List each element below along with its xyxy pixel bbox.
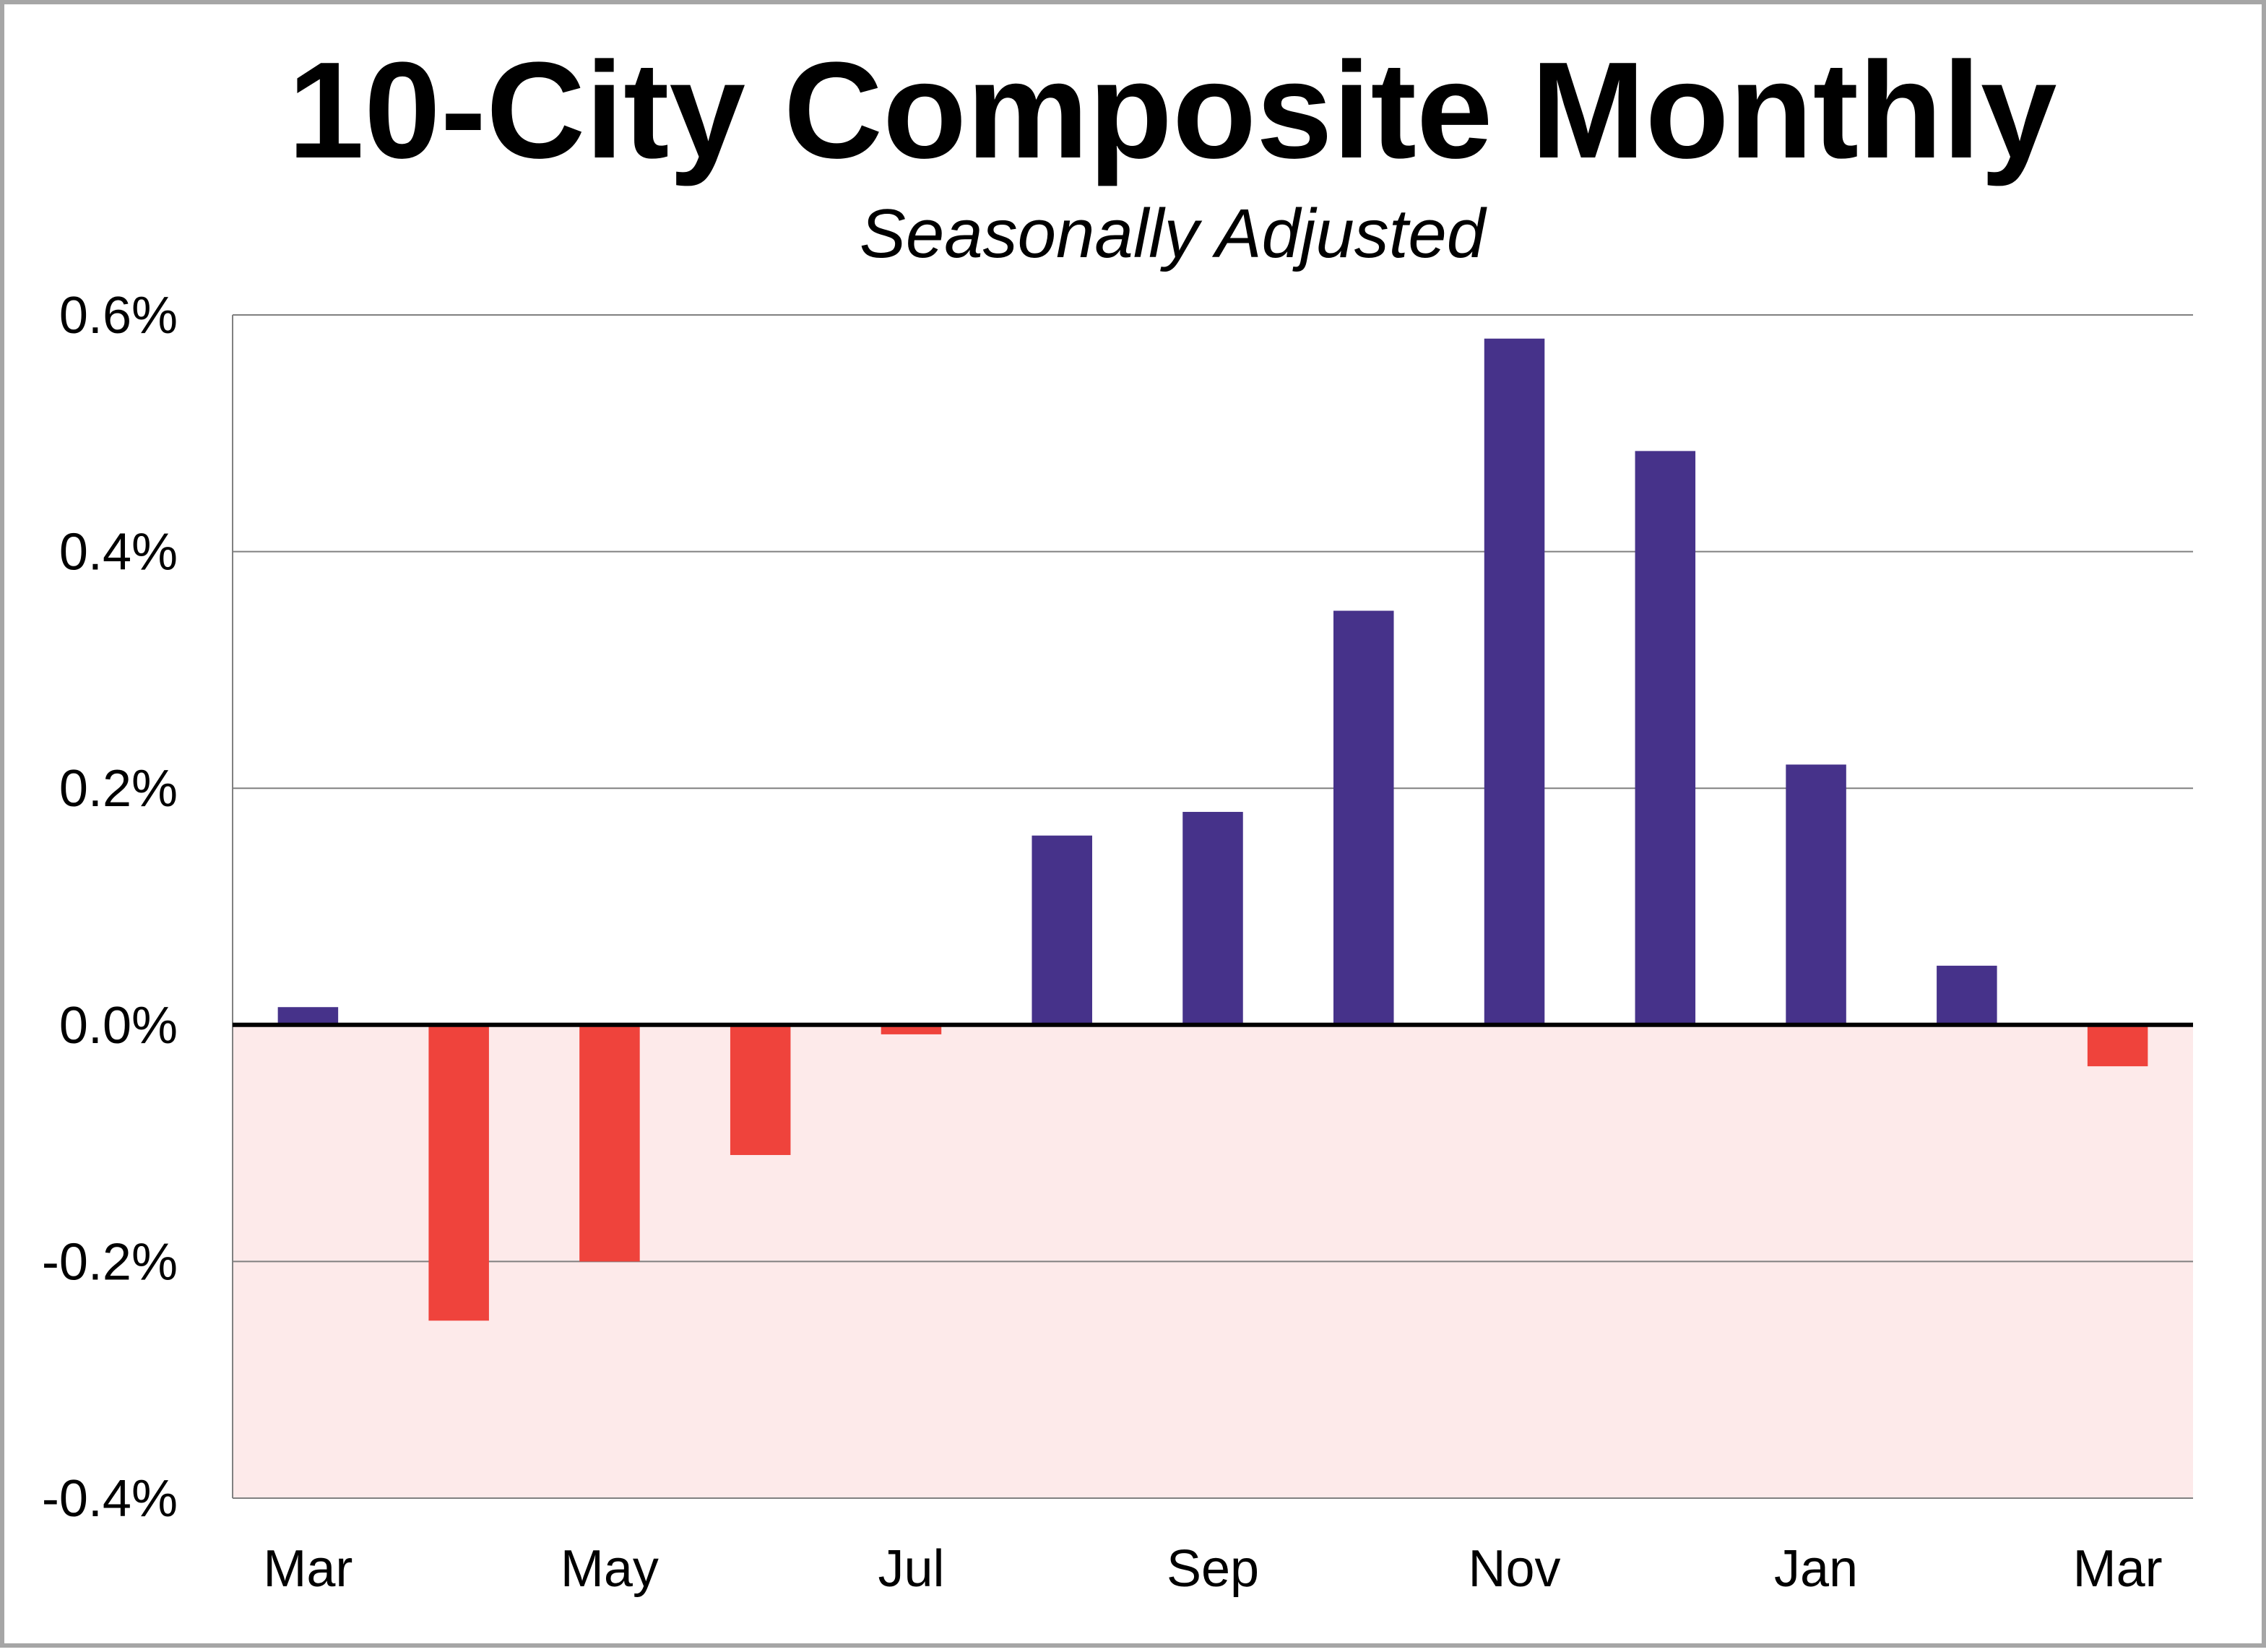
y-tick-label: 0.4% — [59, 524, 178, 581]
bar-7 — [1182, 811, 1243, 1025]
chart-canvas: 10-City Composite Monthly Seasonally Adj… — [42, 34, 2193, 1598]
y-tick-label: 0.6% — [59, 287, 178, 345]
x-tick-label: Jul — [878, 1540, 944, 1598]
bar-2 — [428, 1024, 489, 1321]
bar-1 — [277, 1007, 339, 1025]
bar-11 — [1786, 764, 1846, 1025]
bar-13 — [2087, 1024, 2148, 1067]
y-tick-label: -0.2% — [42, 1233, 178, 1291]
bar-6 — [1032, 835, 1092, 1025]
y-tick-label: 0.2% — [59, 760, 178, 818]
chart-title: 10-City Composite Monthly — [287, 34, 2057, 187]
bar-3 — [579, 1024, 640, 1262]
bar-5 — [881, 1024, 942, 1034]
chart-subtitle: Seasonally Adjusted — [860, 195, 1487, 272]
x-tick-label: Mar — [2073, 1540, 2163, 1598]
x-tick-label: Nov — [1469, 1540, 1561, 1598]
bar-9 — [1484, 338, 1545, 1025]
y-tick-label: 0.0% — [59, 997, 178, 1055]
y-tick-label: -0.4% — [42, 1470, 178, 1528]
x-tick-label: Mar — [263, 1540, 353, 1598]
bar-10 — [1635, 451, 1696, 1025]
bar-12 — [1937, 965, 1997, 1025]
plot-area: 0.6% 0.4% 0.2% 0.0% -0.2% -0.4% Mar May Jul Sep No… — [42, 287, 2193, 1598]
x-tick-label: Sep — [1167, 1540, 1259, 1598]
bar-8 — [1333, 610, 1394, 1025]
bar-4 — [730, 1024, 791, 1155]
x-tick-label: May — [561, 1540, 659, 1598]
x-tick-label: Jan — [1774, 1540, 1858, 1598]
